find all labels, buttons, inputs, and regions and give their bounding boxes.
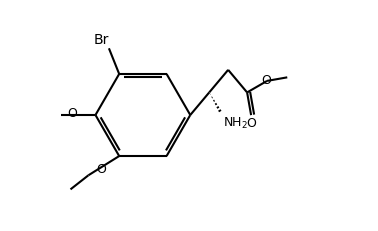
Text: NH$_2$: NH$_2$: [223, 116, 248, 131]
Text: O: O: [96, 163, 106, 176]
Text: O: O: [68, 106, 77, 119]
Text: O: O: [261, 74, 271, 87]
Text: Br: Br: [93, 33, 109, 47]
Text: O: O: [246, 117, 256, 130]
